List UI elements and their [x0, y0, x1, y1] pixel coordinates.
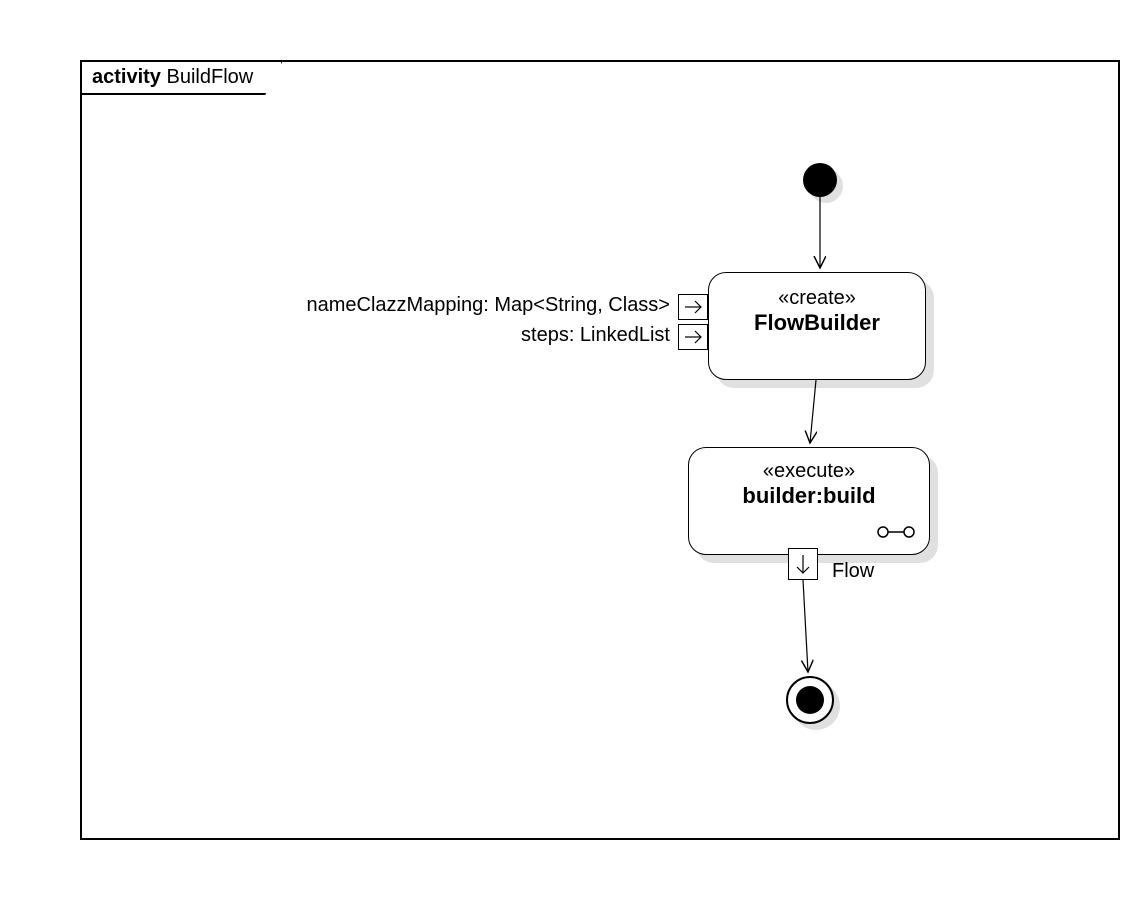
- diagram-canvas: activity BuildFlow «create» FlowBuilder …: [0, 0, 1140, 900]
- input-pin: [678, 324, 708, 350]
- final-node-inner: [796, 686, 824, 714]
- initial-node: [803, 163, 837, 197]
- frame-name: BuildFlow: [167, 66, 254, 88]
- action-stereotype: «create»: [709, 287, 925, 310]
- input-pin: [678, 294, 708, 320]
- output-pin: [788, 548, 818, 580]
- frame-keyword: activity: [92, 66, 161, 88]
- action-create-flowbuilder: «create» FlowBuilder: [708, 272, 926, 380]
- rake-icon: [877, 524, 915, 540]
- frame-tab: activity BuildFlow: [80, 60, 283, 95]
- pin-label: nameClazzMapping: Map<String, Class>: [190, 294, 670, 317]
- activity-frame: activity BuildFlow: [80, 60, 1120, 840]
- action-name: builder:build: [689, 483, 929, 509]
- action-stereotype: «execute»: [689, 460, 929, 483]
- pin-label: Flow: [832, 560, 874, 583]
- action-execute-build: «execute» builder:build: [688, 447, 930, 555]
- pin-label: steps: LinkedList: [190, 324, 670, 347]
- action-name: FlowBuilder: [709, 310, 925, 336]
